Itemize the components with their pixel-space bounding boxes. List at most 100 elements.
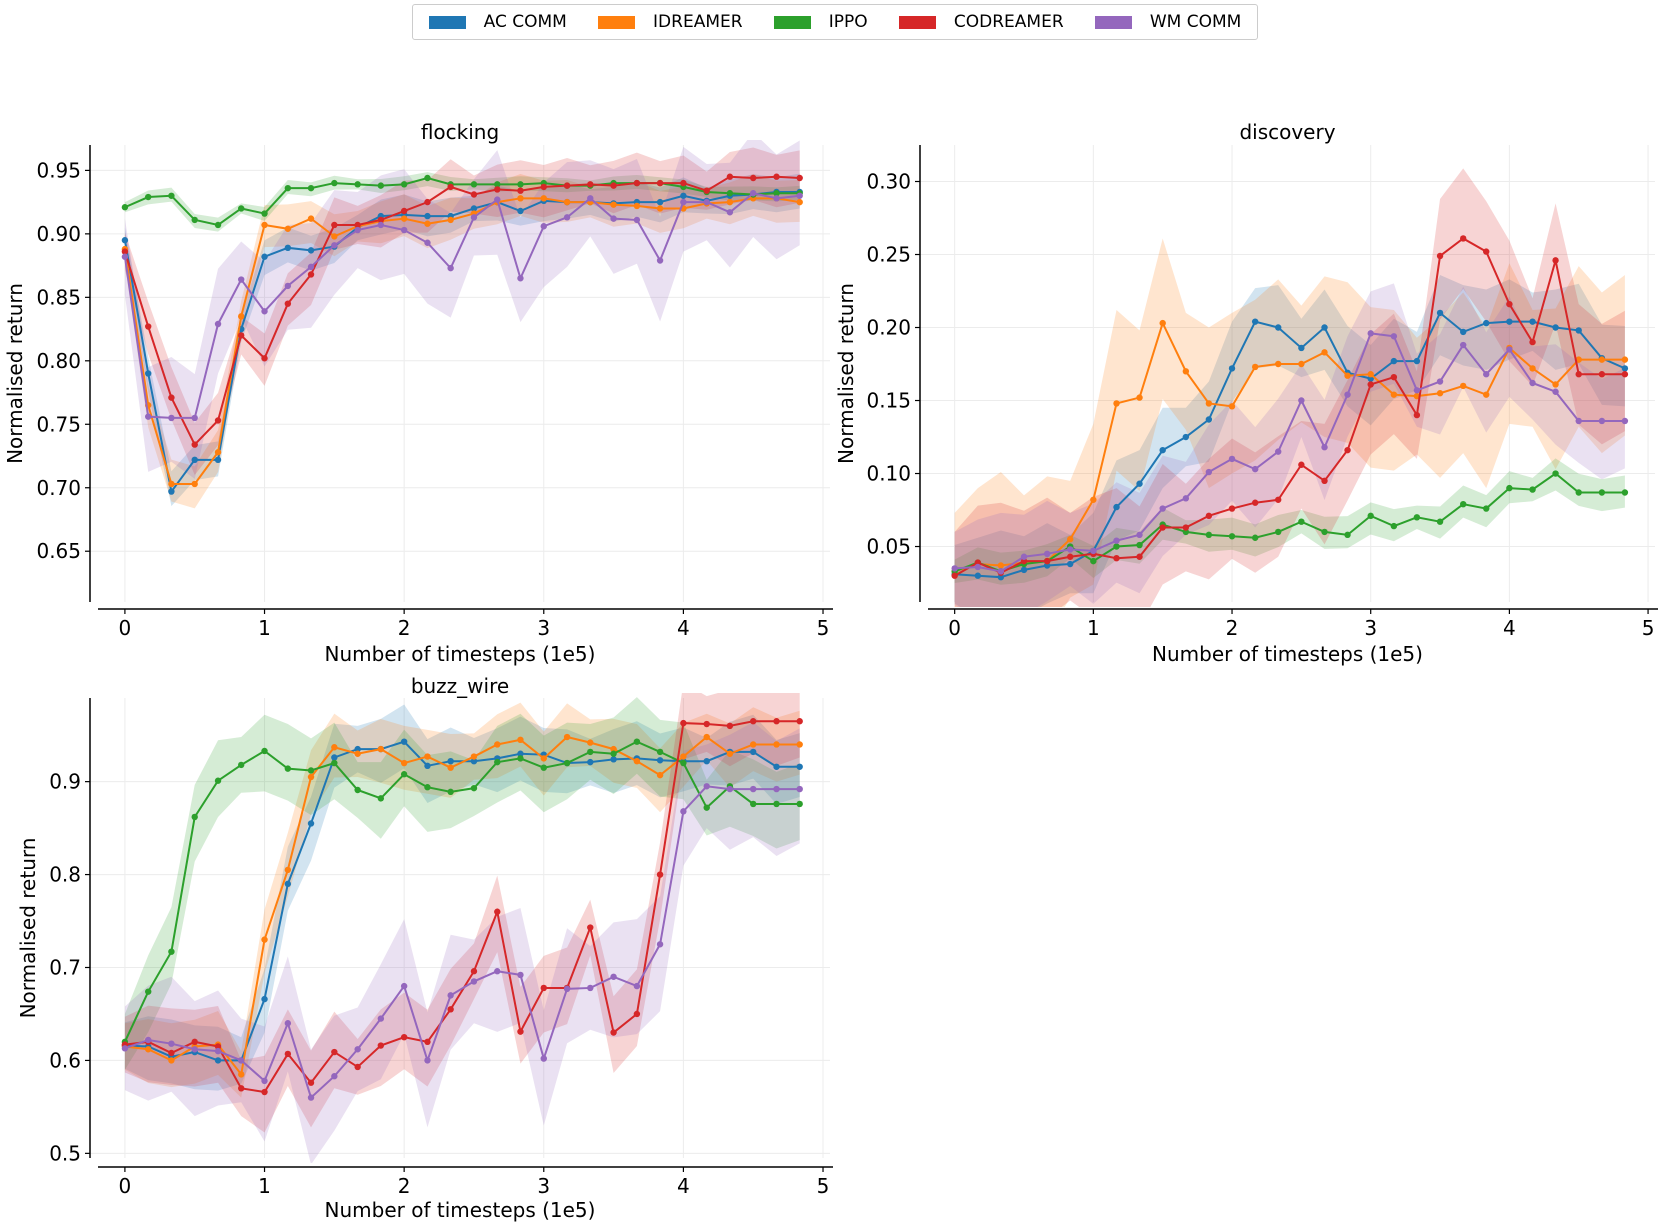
data-point-wm-comm	[1436, 378, 1444, 385]
data-point-codreamer	[261, 1088, 268, 1096]
data-point-codreamer	[750, 174, 757, 182]
legend-swatch-idreamer	[598, 15, 636, 29]
data-point-codreamer	[951, 572, 958, 579]
data-point-wm-comm	[1413, 387, 1421, 394]
data-point-ippo	[354, 181, 361, 188]
data-point-ac-comm	[997, 573, 1005, 581]
data-point-codreamer	[145, 323, 152, 330]
data-point-wm-comm	[470, 214, 478, 221]
data-point-wm-comm	[494, 196, 501, 203]
series-line-codreamer	[123, 175, 800, 447]
data-point-ippo	[773, 800, 780, 808]
data-point-ac-comm	[517, 750, 524, 757]
data-point-wm-comm	[400, 982, 408, 990]
data-point-ac-comm	[470, 757, 478, 765]
data-point-wm-comm	[656, 941, 664, 948]
legend-item-wm-comm: WM COMM	[1094, 12, 1241, 32]
data-point-codreamer	[1621, 371, 1629, 378]
data-point-wm-comm	[587, 984, 594, 992]
data-point-idreamer	[238, 1071, 245, 1078]
data-point-idreamer	[354, 750, 361, 757]
data-point-codreamer	[1159, 524, 1166, 531]
x-tick-label: 1	[258, 1174, 271, 1198]
data-point-codreamer	[656, 871, 664, 878]
data-point-wm-comm	[494, 968, 501, 975]
x-tick-label: 1	[258, 616, 271, 640]
data-point-ippo	[610, 750, 617, 757]
data-point-idreamer	[1621, 356, 1629, 363]
data-point-wm-comm	[726, 209, 734, 216]
confidence-band-ippo	[124, 697, 800, 1070]
data-point-codreamer	[974, 559, 982, 566]
data-point-wm-comm	[1621, 417, 1629, 425]
data-point-ippo	[1436, 518, 1444, 525]
series-line-ippo	[954, 472, 1625, 573]
data-point-ippo	[121, 204, 129, 211]
data-point-wm-comm	[214, 1047, 222, 1055]
data-point-ippo	[377, 795, 385, 802]
data-point-codreamer	[1228, 505, 1236, 512]
data-point-ac-comm	[1621, 365, 1629, 372]
data-point-idreamer	[1066, 536, 1074, 543]
data-point-codreamer	[121, 248, 129, 255]
legend-swatch-ac-comm	[428, 15, 466, 29]
series-line-idreamer	[124, 735, 800, 1077]
data-point-codreamer	[1344, 446, 1351, 454]
data-point-ac-comm	[1020, 566, 1028, 574]
data-point-ippo	[168, 948, 175, 955]
confidence-band-wm-comm	[954, 283, 1625, 607]
data-point-idreamer	[1529, 365, 1536, 372]
data-point-codreamer	[191, 1038, 198, 1046]
data-point-ippo	[1275, 528, 1282, 536]
series-line-idreamer	[954, 320, 1625, 573]
data-point-idreamer	[563, 733, 571, 741]
data-point-ippo	[377, 182, 385, 189]
confidence-band-ippo	[124, 172, 800, 232]
data-point-codreamer	[656, 179, 664, 187]
data-point-wm-comm	[1020, 553, 1028, 560]
y-tick-label: 0.10	[866, 462, 911, 486]
data-point-ippo	[1529, 486, 1536, 493]
data-point-wm-comm	[773, 785, 780, 793]
data-point-wm-comm	[447, 264, 454, 272]
data-point-ippo	[1483, 505, 1490, 512]
data-point-wm-comm	[680, 198, 687, 206]
data-point-idreamer	[656, 771, 664, 779]
data-point-wm-comm	[284, 282, 292, 290]
y-tick-label: 0.05	[866, 535, 911, 559]
data-point-wm-comm	[1506, 346, 1513, 353]
data-point-wm-comm	[377, 221, 385, 229]
confidence-band-idreamer	[124, 702, 800, 1098]
data-point-idreamer	[331, 233, 338, 240]
data-point-codreamer	[261, 355, 268, 362]
data-point-codreamer	[1575, 371, 1582, 378]
x-tick-label: 4	[1503, 616, 1516, 640]
chart-title: discovery	[1239, 120, 1335, 144]
data-point-idreamer	[1390, 391, 1398, 398]
data-point-wm-comm	[974, 563, 982, 571]
data-point-ippo	[214, 777, 222, 784]
data-point-wm-comm	[307, 1094, 315, 1101]
data-point-idreamer	[424, 753, 431, 760]
data-point-ac-comm	[214, 456, 222, 464]
data-point-ippo	[191, 216, 198, 224]
data-point-idreamer	[680, 753, 687, 760]
data-point-ac-comm	[284, 244, 292, 252]
data-point-wm-comm	[1228, 455, 1236, 463]
data-point-ippo	[1460, 500, 1467, 508]
data-point-ippo	[424, 174, 431, 182]
data-point-ac-comm	[1552, 324, 1559, 331]
data-point-codreamer	[587, 181, 594, 188]
x-tick-label: 1	[1087, 616, 1100, 640]
confidence-band-ac-comm	[954, 274, 1625, 607]
data-point-codreamer	[796, 718, 803, 725]
data-point-ippo	[1136, 541, 1143, 549]
data-point-wm-comm	[331, 1073, 338, 1080]
data-point-ippo	[517, 755, 524, 762]
data-point-ac-comm	[750, 748, 757, 756]
data-point-idreamer	[494, 741, 501, 748]
data-point-codreamer	[540, 984, 547, 992]
data-point-codreamer	[1251, 499, 1259, 506]
data-point-codreamer	[1460, 235, 1467, 242]
data-point-idreamer	[1298, 360, 1305, 368]
